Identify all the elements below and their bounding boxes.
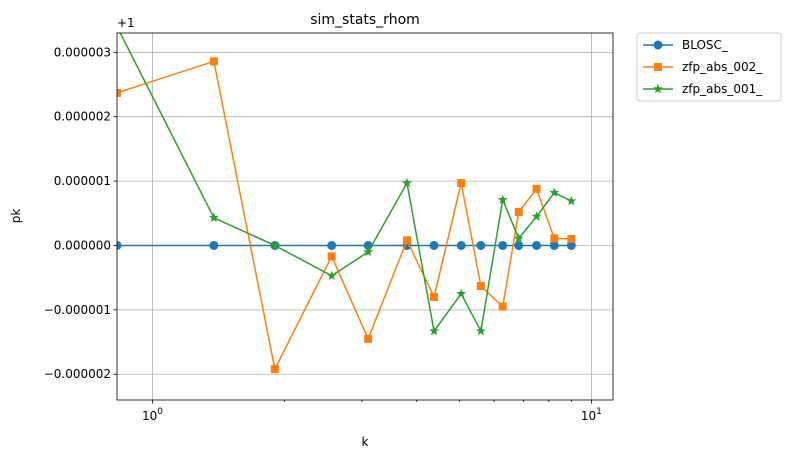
data-point [117,88,121,97]
legend-label: zfp_abs_002_ [682,60,763,74]
data-point [498,302,507,311]
legend-entry: BLOSC_ [643,38,729,52]
y-tick-label: 0.000000 [54,238,111,252]
data-point [209,240,219,250]
data-point [430,292,439,301]
data-point [532,184,541,193]
y-tick-label: −0.000002 [44,367,111,381]
legend-marker [653,40,663,50]
data-point [402,236,411,245]
data-point [208,212,219,222]
data-point [497,194,508,204]
data-point [457,179,466,188]
y-tick-label: 0.000002 [54,110,111,124]
data-point [429,325,439,336]
series-layer [117,33,577,374]
data-point [364,334,373,343]
legend: BLOSC_ zfp_abs_002_ zfp_abs_001_ [636,32,782,102]
data-point [513,233,524,243]
series-blosc [117,240,576,250]
chart-title: sim_stats_rhom [310,12,420,28]
data-point [269,240,280,250]
y-tick-label: −0.000001 [44,303,111,317]
x-tick-label: 101 [581,407,602,423]
data-point [475,325,486,336]
data-point [566,195,577,206]
data-point [566,240,576,250]
data-point [567,235,576,244]
legend-entry: zfp_abs_002_ [643,60,763,74]
data-point [456,240,466,250]
data-point [429,240,439,250]
data-point [456,288,467,298]
data-point [549,240,559,250]
data-point [363,246,374,257]
data-point [550,234,559,243]
data-point [514,240,524,250]
offset-text: +1 [117,16,135,30]
legend-entry: zfp_abs_001_ [643,82,763,96]
data-point [549,187,560,197]
ticks: −0.000002 −0.000001 0.000000 0.000001 0.0000… [44,45,602,423]
y-axis-label: pk [9,209,23,224]
legend-frame [636,32,782,102]
data-point [117,240,122,250]
data-point [209,57,218,66]
legend-marker [654,63,662,71]
data-point [532,240,542,250]
data-point [270,365,279,374]
y-tick-label: 0.000001 [54,174,111,188]
data-point [476,240,486,250]
data-point [327,240,337,250]
data-point [326,270,337,280]
legend-label: BLOSC_ [682,38,729,52]
series-line [119,33,572,334]
x-axis-label: k [362,435,369,449]
data-point [514,207,523,216]
data-point [327,252,336,261]
data-point [531,211,542,221]
plot-frame [116,32,614,401]
x-tick-label: 100 [142,407,163,423]
legend-marker [653,83,663,94]
data-point [402,177,412,188]
legend-label: zfp_abs_001_ [682,82,763,96]
data-point [498,240,508,250]
data-point [476,282,485,291]
series-zfp-abs-001 [119,33,577,336]
series-zfp-abs-002 [117,57,576,374]
y-tick-label: 0.000003 [54,45,111,59]
